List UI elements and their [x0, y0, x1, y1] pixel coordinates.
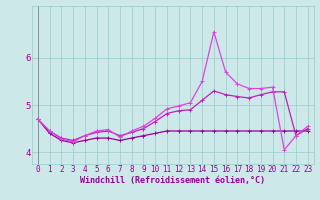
- X-axis label: Windchill (Refroidissement éolien,°C): Windchill (Refroidissement éolien,°C): [80, 176, 265, 185]
